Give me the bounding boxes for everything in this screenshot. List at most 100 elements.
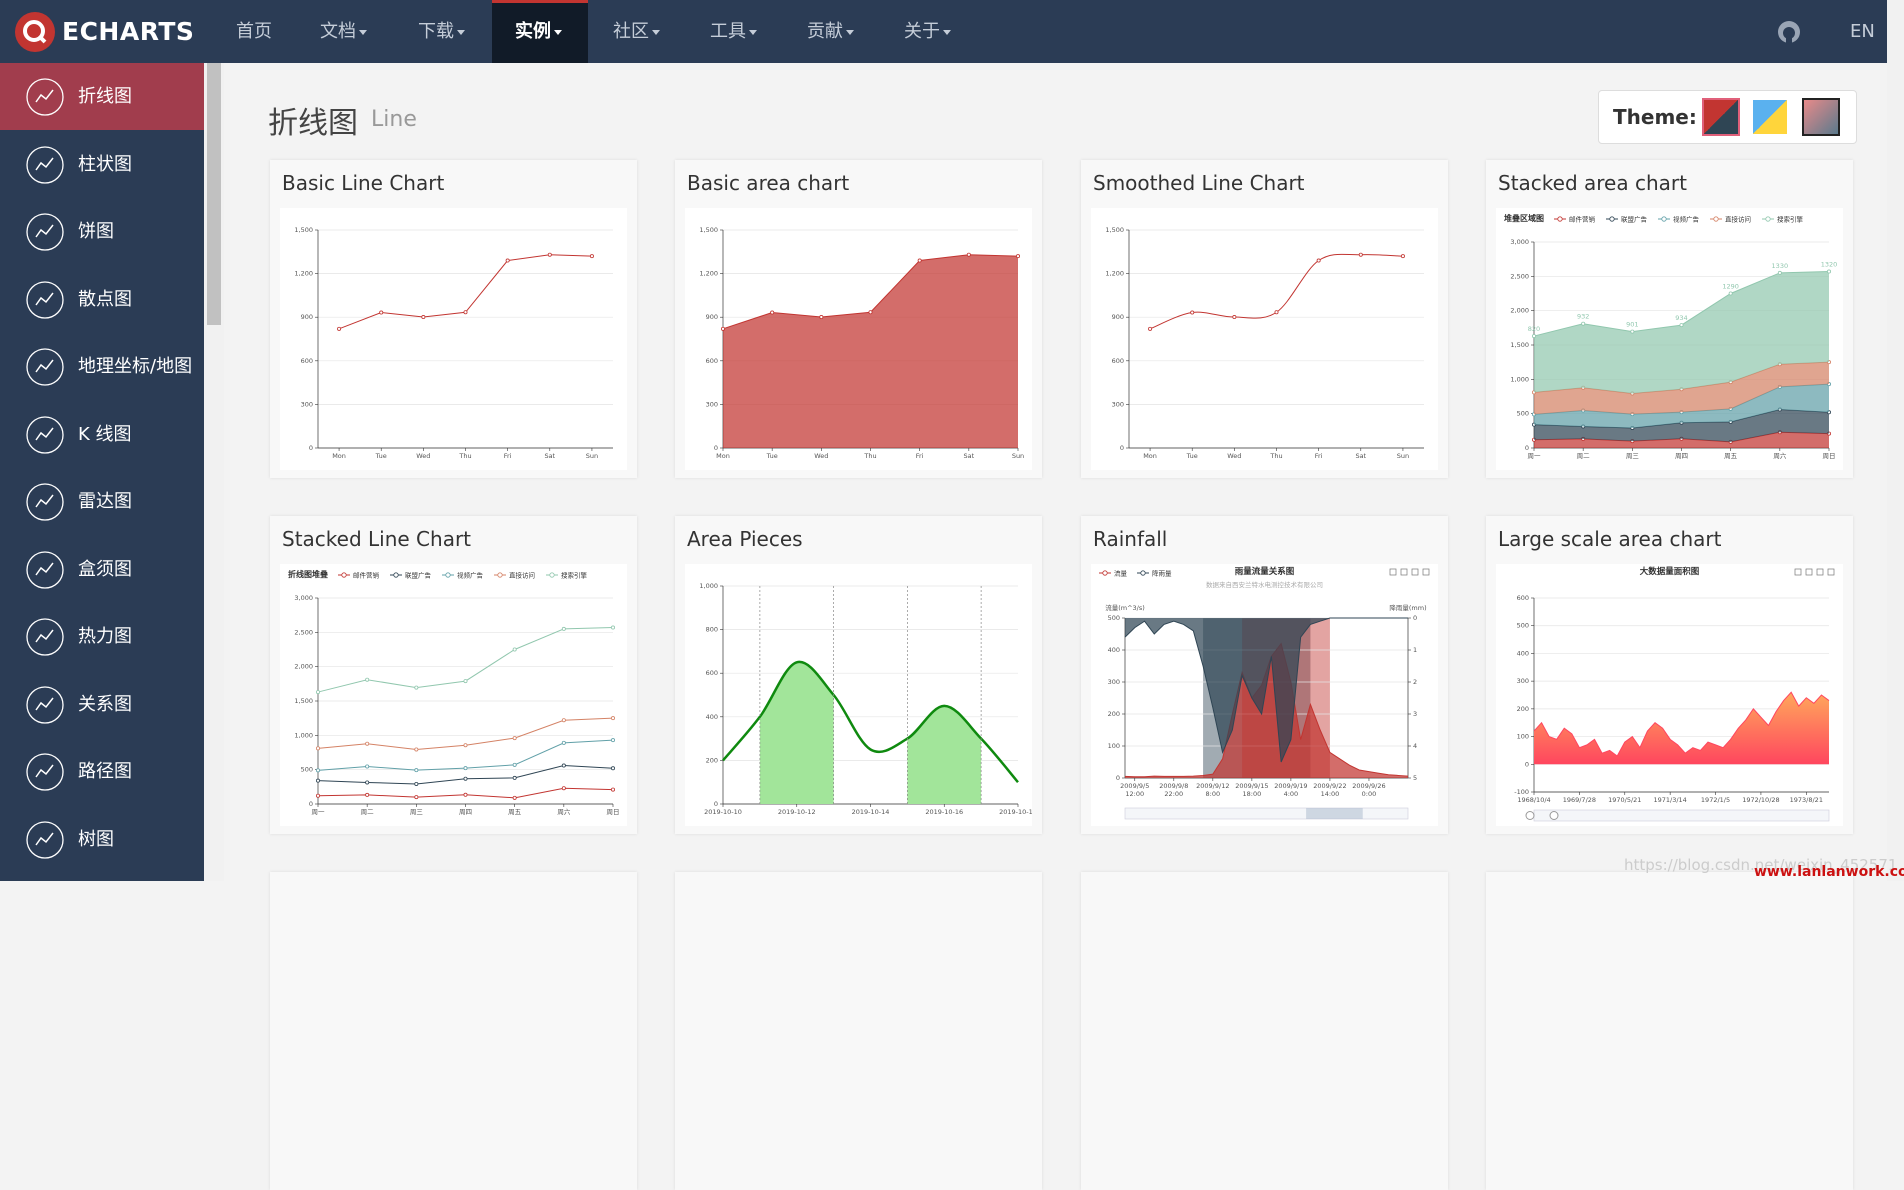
sidebar-item[interactable]: K 线图 [0,401,204,468]
example-card[interactable]: Stacked area chart 堆叠区域图 0 500 1,000 1,500 2,0… [1486,160,1853,478]
x-tick-label: 1972/10/28 [1742,796,1779,804]
logo-icon [15,12,55,52]
theme-label: Theme: [1613,105,1697,129]
x-tick-label: 周日 [607,808,620,816]
example-card[interactable]: Area Pieces 0 200 400 600 800 1,000 2019-10-10 2… [675,516,1042,834]
example-card[interactable]: Large scale area chart 大数据量面积图 -100 0 100 200… [1486,516,1853,834]
watermark: www.lanlanwork.com [1754,864,1904,880]
sidebar-item[interactable]: 关系图 [0,671,204,738]
legend-icon [497,572,503,578]
sidebar-item[interactable]: 盒须图 [0,536,204,603]
lang-switch[interactable]: EN [1850,21,1875,42]
data-point [365,677,370,682]
y-tick-label: 300 [1108,678,1120,686]
nav-item[interactable]: 实例 [515,0,562,63]
area-fill [1534,271,1829,394]
y-tick-label: 2,500 [1510,272,1529,280]
data-point [1777,270,1782,275]
data-point [589,254,594,259]
series-line [722,660,1019,784]
data-label: 1290 [1722,283,1739,291]
sidebar-label: 雷达图 [78,491,132,512]
legend-label: 降雨量 [1152,568,1172,577]
github-icon[interactable] [1777,20,1801,44]
x-tick-label: 1970/5/21 [1608,796,1641,804]
y-tick-label: 0 [1413,614,1417,622]
nav-item[interactable]: 文档 [320,0,367,63]
toolbox-icon [1411,568,1419,576]
example-card[interactable]: Smoothed Line Chart 0 300 600 900 1,200 1,500 M… [1081,160,1448,478]
dropdown-caret [457,29,465,35]
y-tick-label: 300 [1517,677,1529,685]
example-card[interactable] [1486,872,1853,1190]
legend-icon [1765,216,1771,222]
sidebar-item[interactable]: 路径图 [0,738,204,805]
sidebar-item[interactable]: 饼图 [0,198,204,265]
sidebar-label: 柱状图 [78,153,132,175]
x-tick-label: 周五 [1724,452,1738,460]
example-card[interactable] [675,872,1042,1190]
zoom-slider [1124,807,1409,820]
icon-glyph [35,427,54,440]
sidebar-item[interactable]: 散点图 [0,266,204,333]
sidebar-item[interactable]: 树图 [0,806,204,873]
page-subtitle: Line [371,107,417,132]
nav-item[interactable]: 下载 [418,0,465,63]
sidebar-label: 饼图 [78,221,114,242]
example-card[interactable]: Basic area chart 0 300 600 900 1,200 1,500 Mon T… [675,160,1042,478]
chart-subtitle: 数据来自西安兰特水电测控技术有限公司 [1206,580,1323,589]
nav-item[interactable]: 首页 [236,21,272,42]
theme-swatch[interactable] [1802,98,1840,136]
data-point [561,786,566,791]
data-point [512,762,517,767]
data-point [610,738,615,743]
example-card[interactable]: Stacked Line Chart 折线图堆叠 0 500 1,000 1,500 2,0… [270,516,637,834]
legend-label: 视频广告 [457,570,484,579]
example-card[interactable] [1081,872,1448,1190]
data-point [316,746,321,751]
x-tick-label: Fri [916,452,924,460]
card-title: Basic Line Chart [282,171,445,195]
example-card[interactable]: Rainfall 雨量流量关系图 数据来自西安兰特水电测控技术有限公司 流量(m^3/… [1081,516,1448,834]
sidebar-item[interactable]: 热力图 [0,603,204,670]
sidebar-label: K 线图 [78,423,132,445]
icon-glyph [35,157,54,170]
nav-item[interactable]: 关于 [904,0,951,63]
theme-swatch[interactable] [1753,100,1787,134]
nav-item[interactable]: 工具 [710,0,757,63]
chart-thumbnail: 大数据量面积图 -100 0 100 200 300 400 500 600 1968/10/4 1… [1496,564,1843,826]
legend-label: 流量 [1114,568,1128,577]
sidebar-item[interactable]: 折线图 [0,63,204,130]
y-tick-label: 200 [706,756,718,764]
y-tick-label: 0 [1525,444,1529,452]
y-tick-label: 0 [714,800,718,808]
logo-text[interactable]: ECHARTS [62,17,195,46]
sidebar-scrollbar[interactable] [204,63,224,881]
data-point [505,258,510,263]
toolbox-icon [1389,568,1397,576]
x-tick-label: 2019-10-18 [999,808,1032,816]
icon-ring [26,415,64,454]
sidebar-item[interactable]: 地理坐标/地图 [0,333,204,400]
y-tick-label: 1,200 [1105,270,1124,278]
sidebar-item[interactable]: 柱状图 [0,131,204,198]
legend-icon [393,572,399,578]
scroll-thumb[interactable] [207,63,221,325]
page-scrollbar[interactable] [1887,0,1904,881]
sidebar-item[interactable]: 雷达图 [0,468,204,535]
watermark: https://blog.csdn.net/weixin_452571 [1624,856,1898,874]
example-card[interactable] [270,872,637,1190]
theme-swatch[interactable] [1702,98,1740,136]
y-tick-label: 500 [1517,622,1529,630]
icon-ring [26,753,64,791]
data-label: 934 [1675,314,1687,322]
nav-item[interactable]: 社区 [613,0,660,63]
nav-item[interactable]: 贡献 [807,0,854,63]
y-tick-label: 200 [1108,710,1120,718]
x-tick-label: 周六 [1773,451,1787,460]
example-card[interactable]: Basic Line Chart 0 300 600 900 1,200 1,500 Mon T… [270,160,637,478]
y-tick-label: 1,000 [699,582,718,590]
toolbox-icon [1422,568,1430,576]
y-tick-label: 900 [301,313,313,321]
x-tick-label: 周二 [1577,452,1591,460]
